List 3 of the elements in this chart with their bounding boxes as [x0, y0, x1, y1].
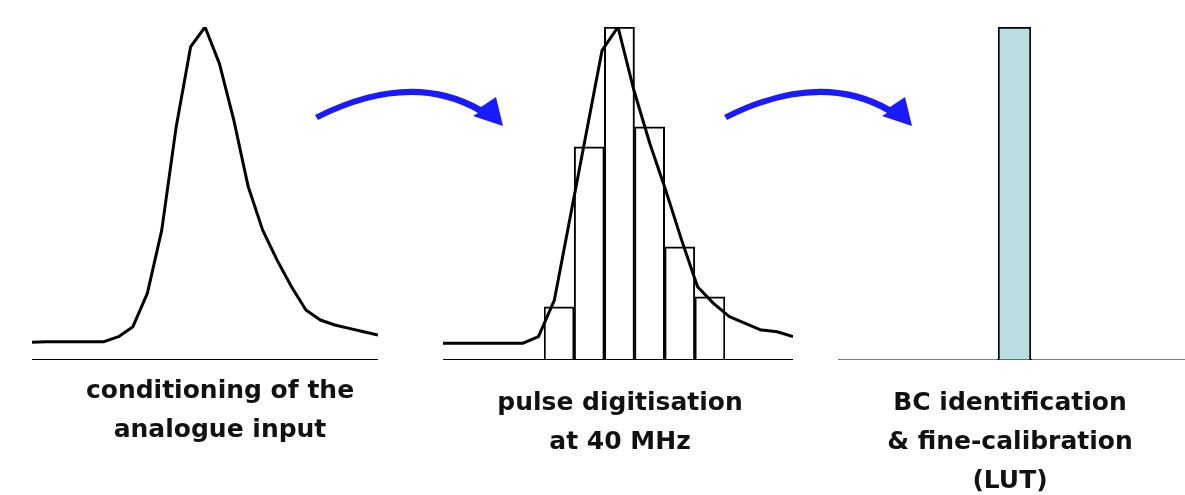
x-axis-title: pulse digitisation at 40 MHz — [496, 386, 744, 457]
x-axis-title: BC identification & fine-calibration (LUT) — [886, 386, 1134, 495]
x-axis-title: conditioning of the analogue input — [84, 374, 356, 445]
